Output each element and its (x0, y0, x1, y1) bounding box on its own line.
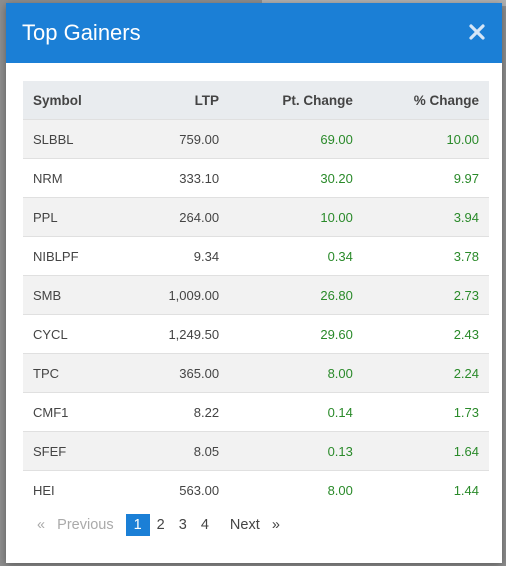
cell-pct-change: 3.94 (362, 197, 489, 237)
cell-symbol: NIBLPF (23, 236, 125, 276)
cell-pct-change: 1.73 (362, 392, 489, 432)
cell-ltp: 9.34 (124, 236, 230, 276)
table-row[interactable]: CMF1 8.22 0.14 1.73 (23, 392, 489, 432)
header-ltp[interactable]: LTP (194, 92, 220, 108)
cell-symbol: TPC (23, 353, 125, 393)
cell-pt-change: 0.34 (229, 236, 363, 276)
table-row[interactable]: SMB 1,009.00 26.80 2.73 (23, 275, 489, 315)
modal-title: Top Gainers (22, 20, 141, 45)
cell-symbol: SLBBL (23, 119, 125, 159)
cell-pct-change: 1.44 (362, 470, 489, 509)
cell-pct-change: 2.24 (362, 353, 489, 393)
table-row[interactable]: SFEF 8.05 0.13 1.64 (23, 431, 489, 471)
prev-label: Previous (57, 517, 114, 533)
table-row[interactable]: SLBBL 759.00 69.00 10.00 (23, 119, 489, 159)
cell-pct-change: 1.64 (362, 431, 489, 471)
table-row[interactable]: HEI 563.00 8.00 1.44 (23, 470, 489, 509)
header-pct-change[interactable]: % Change (413, 92, 479, 108)
table-row[interactable]: PPL 264.00 10.00 3.94 (23, 197, 489, 237)
next-arrow: » (271, 517, 280, 533)
table-row[interactable]: TPC 365.00 8.00 2.24 (23, 353, 489, 393)
cell-pct-change: 10.00 (362, 119, 489, 159)
cell-symbol: HEI (23, 470, 125, 509)
page-1-button[interactable]: 1 (125, 514, 150, 536)
next-page-button[interactable]: Next » (224, 514, 286, 536)
cell-pct-change: 2.43 (362, 314, 489, 354)
cell-pt-change: 29.60 (229, 314, 363, 354)
table-header: Symbol LTP Pt. Change % Change (23, 81, 489, 120)
cell-pt-change: 26.80 (229, 275, 363, 315)
cell-pt-change: 30.20 (229, 158, 363, 198)
cell-symbol: SMB (23, 275, 125, 315)
page-4-button[interactable]: 4 (200, 517, 209, 533)
cell-pt-change: 10.00 (229, 197, 363, 237)
next-label: Next (229, 517, 260, 533)
modal-body: Symbol LTP Pt. Change % Change SLBBL 759.… (6, 63, 502, 539)
table-row[interactable]: NIBLPF 9.34 0.34 3.78 (23, 236, 489, 276)
header-pt-change[interactable]: Pt. Change (282, 92, 353, 108)
cell-ltp: 1,249.50 (124, 314, 230, 354)
cell-pct-change: 3.78 (362, 236, 489, 276)
cell-pct-change: 9.97 (362, 158, 489, 198)
table-header-row: Symbol LTP Pt. Change % Change (23, 81, 489, 120)
table-body: SLBBL 759.00 69.00 10.00 NRM 333.10 30.20 9.97 P… (23, 119, 489, 509)
pagination: « Previous 1 2 3 4 Next » (23, 511, 489, 539)
cell-pct-change: 2.73 (362, 275, 489, 315)
page-2-button[interactable]: 2 (156, 517, 165, 533)
cell-ltp: 333.10 (124, 158, 230, 198)
cell-ltp: 365.00 (124, 353, 230, 393)
cell-symbol: NRM (23, 158, 125, 198)
page-3-button[interactable]: 3 (178, 517, 187, 533)
cell-pt-change: 69.00 (229, 119, 363, 159)
cell-ltp: 8.05 (124, 431, 230, 471)
modal-header: Top Gainers (6, 3, 502, 63)
table-row[interactable]: NRM 333.10 30.20 9.97 (23, 158, 489, 198)
top-gainers-modal: Top Gainers Symbol LTP Pt. Change % Chan… (6, 3, 502, 563)
cell-pt-change: 0.14 (229, 392, 363, 432)
cell-symbol: CMF1 (23, 392, 125, 432)
cell-symbol: SFEF (23, 431, 125, 471)
cell-ltp: 1,009.00 (124, 275, 230, 315)
cell-pt-change: 8.00 (229, 470, 363, 509)
cell-ltp: 264.00 (124, 197, 230, 237)
cell-symbol: PPL (23, 197, 125, 237)
prev-arrow: « (37, 517, 46, 533)
table-row[interactable]: CYCL 1,249.50 29.60 2.43 (23, 314, 489, 354)
cell-pt-change: 0.13 (229, 431, 363, 471)
cell-pt-change: 8.00 (229, 353, 363, 393)
cell-ltp: 759.00 (124, 119, 230, 159)
previous-page-button[interactable]: « Previous (31, 514, 120, 536)
gainers-table: Symbol LTP Pt. Change % Change SLBBL 759.… (23, 81, 489, 509)
cell-ltp: 563.00 (124, 470, 230, 509)
cell-ltp: 8.22 (124, 392, 230, 432)
header-symbol[interactable]: Symbol (33, 92, 82, 108)
close-icon[interactable] (466, 21, 488, 43)
cell-symbol: CYCL (23, 314, 125, 354)
